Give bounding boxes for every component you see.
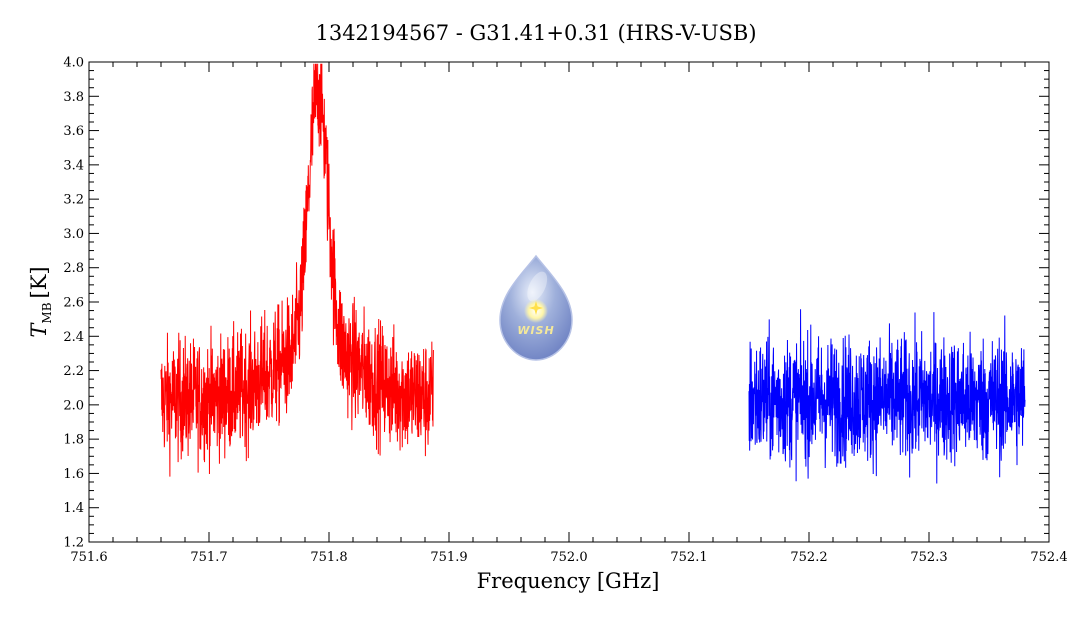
svg-text:TMB[K]: TMB [K] [27,266,54,337]
x-tick-label: 752.2 [790,550,827,565]
y-tick-label: 1.6 [63,467,84,482]
y-tick-label: 1.8 [63,433,84,448]
x-tick-label: 751.6 [70,550,107,565]
x-tick-label: 752.3 [910,550,947,565]
x-tick-label: 751.7 [190,550,227,565]
y-axis-label-subscript: MB [40,302,54,323]
y-tick-label: 1.2 [63,536,84,551]
y-tick-label: 2.2 [63,364,84,379]
y-tick-label: 2.4 [63,330,84,345]
y-tick-label: 2.6 [63,296,84,311]
x-axis-label: Frequency [GHz] [477,569,660,593]
series-line-1 [748,309,1026,484]
y-tick-label: 2.0 [63,398,84,413]
y-tick-label: 3.2 [63,193,84,208]
spectrum-series [160,63,1026,484]
y-axis-label-unit: [K] [27,266,51,298]
x-tick-label: 752.0 [550,550,587,565]
chart-title: 1342194567 - G31.41+0.31 (HRS-V-USB) [315,21,756,45]
y-tick-label: 3.4 [63,158,84,173]
y-axis-label-symbol: T [27,322,51,338]
y-tick-label: 2.8 [63,261,84,276]
wish-logo: WISH [499,254,573,361]
y-tick-label: 1.4 [63,501,84,516]
y-axis-label: TMB [K] [27,266,54,337]
wish-logo-text: WISH [517,324,554,337]
x-tick-label: 751.9 [430,550,467,565]
x-tick-label: 751.8 [310,550,347,565]
y-tick-label: 3.8 [63,90,84,105]
series-line-0 [160,63,434,477]
x-tick-label: 752.1 [670,550,707,565]
x-axis-ticks [88,62,1050,542]
y-axis-tick-labels: 1.2 1.4 1.6 1.8 2.0 2.2 2.4 2.6 2.8 3.0 3.2 3.4 3.6 3… [63,56,84,551]
star-icon [529,301,543,315]
y-axis-ticks [89,61,1049,543]
x-axis-tick-labels: 751.6 751.7 751.8 751.9 752.0 752.1 752.2 752.3… [70,550,1067,565]
x-tick-label: 752.4 [1030,550,1067,565]
y-tick-label: 4.0 [63,56,84,71]
y-tick-label: 3.0 [63,227,84,242]
y-tick-label: 3.6 [63,124,84,139]
